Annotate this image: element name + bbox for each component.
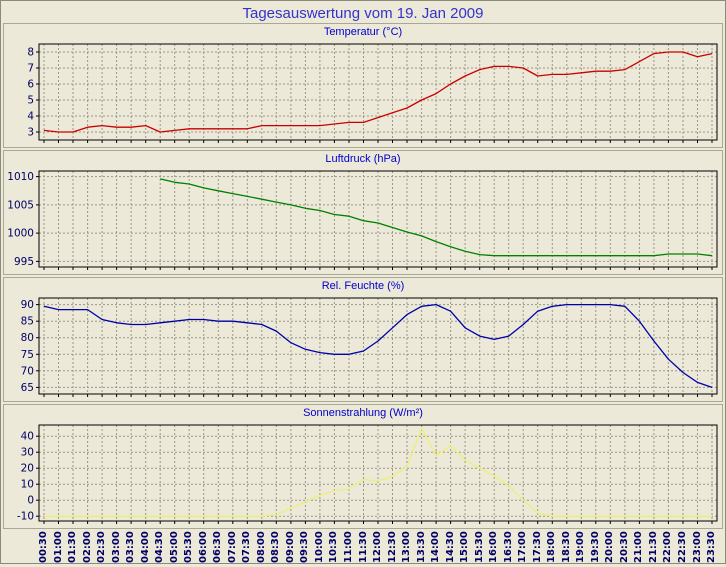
x-axis-label: 19:00 <box>575 531 587 563</box>
svg-text:995: 995 <box>14 256 34 268</box>
x-axis-label: 07:30 <box>241 531 253 563</box>
chart-title-sonnenstrahlung: Sonnenstrahlung (W/m²) <box>303 407 423 419</box>
svg-text:75: 75 <box>21 349 34 361</box>
x-axis-label: 10:30 <box>328 531 340 563</box>
x-axis-label: 06:00 <box>197 531 209 563</box>
x-axis-time-labels: 00:30 01:00 01:30 02:00 02:30 03:00 03:30 04:00… <box>4 531 724 567</box>
x-axis-label: 02:30 <box>96 531 108 563</box>
x-axis-label: 22:00 <box>662 531 674 563</box>
x-axis-label: 00:30 <box>38 531 49 563</box>
svg-text:4: 4 <box>27 111 34 123</box>
x-axis-label: 01:30 <box>67 531 78 563</box>
x-axis-label: 04:00 <box>139 531 151 563</box>
panel-sonnenstrahlung: Sonnenstrahlung (W/m²) -10 0 10 20 30 40 <box>3 404 723 529</box>
svg-text:90: 90 <box>21 299 34 311</box>
svg-text:7: 7 <box>27 63 34 75</box>
svg-text:85: 85 <box>21 316 34 328</box>
x-axis-label: 07:00 <box>226 531 238 563</box>
svg-text:1000: 1000 <box>7 228 34 240</box>
x-axis-label: 02:00 <box>81 531 93 563</box>
chart-title-temperatur: Temperatur (°C) <box>323 26 403 38</box>
svg-text:70: 70 <box>21 365 34 377</box>
x-axis-label: 15:30 <box>473 531 485 563</box>
panel-rel-feuchte: Rel. Feuchte (%) 65 70 75 80 85 90 <box>3 277 723 402</box>
x-axis-label: 14:30 <box>444 531 456 563</box>
x-axis-label: 11:00 <box>343 531 354 563</box>
temperatur-line-chart: 3 4 5 6 7 8 <box>27 43 718 143</box>
x-axis-label: 23:30 <box>706 531 717 563</box>
x-axis-label: 20:00 <box>604 531 616 563</box>
x-axis-label: 23:00 <box>691 531 703 563</box>
rel-feuchte-line-chart: 65 70 75 80 85 90 <box>21 297 718 397</box>
page-title: Tagesauswertung vom 19. Jan 2009 <box>242 5 484 22</box>
x-axis-label: 10:00 <box>313 531 325 563</box>
luftdruck-line-chart: 995 1000 1005 1010 <box>7 170 718 270</box>
x-axis-label: 05:30 <box>183 531 195 563</box>
x-axis-label: 19:30 <box>589 531 601 563</box>
x-axis-label: 18:00 <box>546 531 558 563</box>
x-axis-label: 05:00 <box>168 531 180 563</box>
x-axis-label: 18:30 <box>560 531 572 563</box>
svg-text:6: 6 <box>27 79 34 91</box>
x-axis-label: 17:00 <box>517 531 529 563</box>
x-axis-label: 15:00 <box>459 531 471 563</box>
x-axis-label: 09:30 <box>299 531 311 563</box>
svg-text:40: 40 <box>21 431 34 443</box>
x-axis-label: 21:30 <box>647 531 659 563</box>
sonnenstrahlung-line-chart: -10 0 10 20 30 40 <box>17 424 718 524</box>
x-axis-label: 09:00 <box>284 531 296 563</box>
x-axis-label: 12:00 <box>372 531 383 563</box>
x-axis-label: 08:00 <box>255 531 267 563</box>
x-axis-label: 14:00 <box>430 531 442 563</box>
x-axis-label: 13:30 <box>415 531 427 563</box>
x-axis-label: 04:30 <box>154 531 166 563</box>
x-axis-label: 21:00 <box>633 531 645 563</box>
svg-text:-10: -10 <box>17 511 34 523</box>
svg-text:5: 5 <box>27 95 34 107</box>
x-axis-label: 08:30 <box>270 531 282 563</box>
svg-text:65: 65 <box>21 382 34 394</box>
x-axis-label: 11:30 <box>357 531 369 563</box>
x-axis-label: 06:30 <box>212 531 224 563</box>
x-axis-label: 13:00 <box>401 531 412 563</box>
chart-title-rel-feuchte: Rel. Feuchte (%) <box>321 280 405 292</box>
svg-text:80: 80 <box>21 332 34 344</box>
svg-text:1010: 1010 <box>7 171 34 183</box>
x-axis-label: 16:30 <box>502 531 514 563</box>
x-axis-label: 03:30 <box>125 531 137 563</box>
chart-title-luftdruck: Luftdruck (hPa) <box>325 153 401 165</box>
svg-text:1005: 1005 <box>7 199 34 211</box>
x-axis-label: 20:30 <box>618 531 630 563</box>
svg-text:10: 10 <box>21 479 34 491</box>
x-axis-label: 16:00 <box>488 531 500 563</box>
x-axis-label: 12:30 <box>386 531 398 563</box>
svg-text:30: 30 <box>21 447 34 459</box>
x-axis-label: 03:00 <box>110 531 122 563</box>
x-axis-label: 17:30 <box>531 531 543 563</box>
x-axis-label: 01:00 <box>52 531 64 563</box>
svg-text:20: 20 <box>21 463 34 475</box>
svg-text:8: 8 <box>27 47 34 59</box>
panel-luftdruck: Luftdruck (hPa) 995 1000 1005 1010 <box>3 150 723 275</box>
panel-temperatur: Temperatur (°C) 3 4 5 6 7 8 <box>3 23 723 148</box>
svg-text:0: 0 <box>27 495 34 507</box>
svg-text:3: 3 <box>27 127 34 139</box>
x-axis-label: 22:30 <box>677 531 688 563</box>
